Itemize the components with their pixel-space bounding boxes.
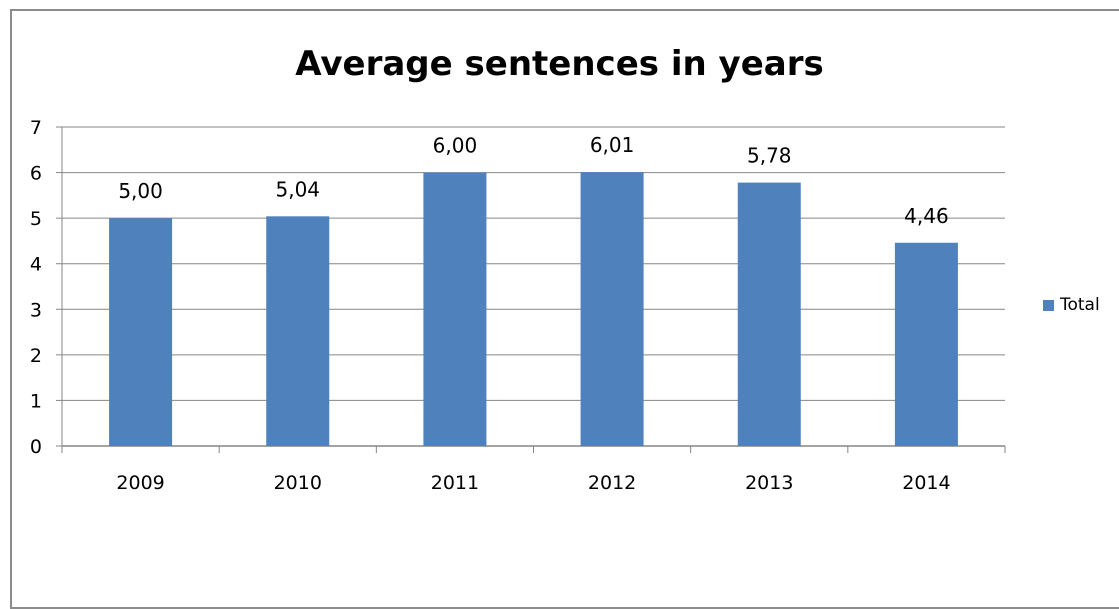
- x-tick-label-2010: 2010: [274, 472, 322, 494]
- bar-2011: [423, 172, 487, 447]
- legend-label: Total: [1060, 295, 1100, 315]
- y-tick-label: 3: [30, 299, 42, 321]
- bar-2010: [266, 216, 330, 446]
- y-tick-label: 0: [30, 436, 42, 458]
- data-label-2011: 6,00: [433, 134, 478, 158]
- y-tick-label: 7: [30, 117, 42, 139]
- x-tick-label-2011: 2011: [431, 472, 479, 494]
- bar-2009: [109, 218, 173, 446]
- bar-chart: 0 1 2 3 4 5 6 7 5,00 2009 5,04 2010 6,00 2011 6,01 2012…: [30, 117, 1006, 494]
- data-label-2012: 6,01: [590, 133, 635, 157]
- y-tick-label: 1: [30, 390, 42, 412]
- x-tick-label-2014: 2014: [902, 472, 950, 494]
- data-label-2014: 4,46: [904, 204, 949, 228]
- data-label-2013: 5,78: [747, 144, 792, 168]
- y-tick-label: 2: [30, 345, 42, 367]
- data-label-2010: 5,04: [275, 177, 320, 201]
- bar-2012: [580, 172, 644, 446]
- legend-swatch: [1043, 299, 1054, 311]
- y-tick-label: 5: [30, 208, 42, 230]
- y-tick-label: 6: [30, 163, 42, 185]
- x-tick-label-2013: 2013: [745, 472, 793, 494]
- data-label-2009: 5,00: [118, 179, 163, 203]
- bar-2013: [737, 182, 801, 446]
- x-tick-label-2012: 2012: [588, 472, 636, 494]
- legend: Total: [1043, 295, 1100, 315]
- chart-title: Average sentences in years: [295, 44, 824, 84]
- bar-2014: [894, 242, 958, 446]
- y-tick-label: 4: [30, 254, 42, 276]
- x-tick-label-2009: 2009: [116, 472, 164, 494]
